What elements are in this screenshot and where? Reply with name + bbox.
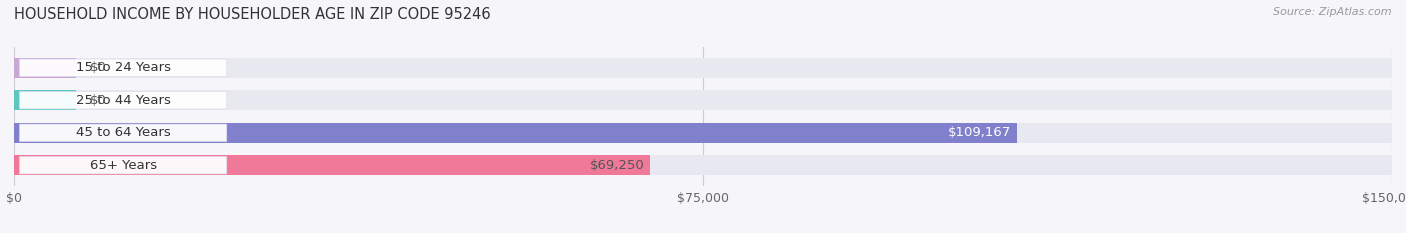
Text: $109,167: $109,167 xyxy=(948,126,1011,139)
Text: $0: $0 xyxy=(90,94,107,107)
FancyBboxPatch shape xyxy=(20,59,226,76)
FancyBboxPatch shape xyxy=(20,157,226,174)
Bar xyxy=(14,58,1392,78)
Bar xyxy=(14,90,1392,110)
Bar xyxy=(14,123,1392,143)
Text: 25 to 44 Years: 25 to 44 Years xyxy=(76,94,170,107)
Text: 15 to 24 Years: 15 to 24 Years xyxy=(76,61,170,74)
FancyBboxPatch shape xyxy=(20,124,226,141)
Bar xyxy=(14,90,76,110)
FancyBboxPatch shape xyxy=(20,92,226,109)
Bar xyxy=(14,58,76,78)
Text: 45 to 64 Years: 45 to 64 Years xyxy=(76,126,170,139)
Bar xyxy=(14,155,650,175)
Text: HOUSEHOLD INCOME BY HOUSEHOLDER AGE IN ZIP CODE 95246: HOUSEHOLD INCOME BY HOUSEHOLDER AGE IN Z… xyxy=(14,7,491,22)
Text: $0: $0 xyxy=(90,61,107,74)
Text: 65+ Years: 65+ Years xyxy=(90,159,156,172)
Bar xyxy=(14,155,1392,175)
Text: Source: ZipAtlas.com: Source: ZipAtlas.com xyxy=(1274,7,1392,17)
Bar xyxy=(14,123,1017,143)
Text: $69,250: $69,250 xyxy=(591,159,645,172)
